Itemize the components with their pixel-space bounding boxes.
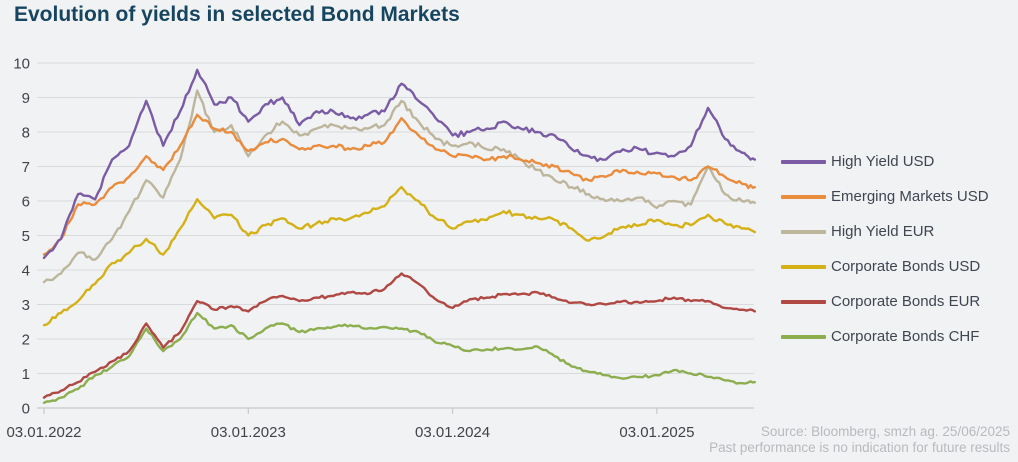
legend-swatch-high-yield-eur [781, 229, 826, 234]
legend-item-corporate-bonds-chf: Corporate Bonds CHF [781, 319, 989, 354]
legend-swatch-emerging-markets-usd [781, 194, 826, 199]
legend-label: Emerging Markets USD [831, 188, 989, 205]
y-axis-label-4: 4 [22, 263, 30, 280]
legend-label: Corporate Bonds CHF [831, 328, 980, 345]
y-axis-label-1: 1 [22, 366, 30, 383]
legend-label: High Yield USD [831, 153, 935, 170]
chart-footer: Source: Bloomberg, smzh ag. 25/06/2025 P… [709, 424, 1010, 456]
legend-swatch-corporate-bonds-chf [781, 334, 826, 339]
series-line-high-yield-usd [42, 68, 756, 260]
legend-item-high-yield-eur: High Yield EUR [781, 214, 989, 249]
disclaimer-note: Past performance is no indication for fu… [709, 440, 1010, 455]
legend-label: Corporate Bonds EUR [831, 293, 981, 310]
legend-item-emerging-markets-usd: Emerging Markets USD [781, 179, 989, 214]
y-axis-label-10: 10 [13, 56, 30, 73]
legend-swatch-corporate-bonds-usd [781, 264, 826, 269]
y-axis-label-6: 6 [22, 194, 30, 211]
y-axis-label-3: 3 [22, 297, 30, 314]
chart-legend: High Yield USD Emerging Markets USD High… [781, 144, 989, 354]
series-line-emerging-markets-usd [42, 113, 756, 256]
y-axis-label-7: 7 [22, 159, 30, 176]
source-note: Source: Bloomberg, smzh ag. 25/06/2025 [760, 424, 1010, 439]
x-axis-label-2: 03.01.2024 [415, 424, 490, 441]
chart-title: Evolution of yields in selected Bond Mar… [14, 3, 460, 26]
series-line-corporate-bonds-chf [42, 311, 756, 404]
y-axis-label-9: 9 [22, 90, 30, 107]
legend-label: Corporate Bonds USD [831, 258, 981, 275]
x-axis-label-3: 03.01.2025 [619, 424, 694, 441]
legend-item-corporate-bonds-eur: Corporate Bonds EUR [781, 284, 989, 319]
y-axis-label-5: 5 [22, 228, 30, 245]
legend-swatch-high-yield-usd [781, 159, 826, 164]
legend-label: High Yield EUR [831, 223, 935, 240]
y-axis-label-0: 0 [22, 401, 30, 418]
y-axis-label-8: 8 [22, 125, 30, 142]
legend-swatch-corporate-bonds-eur [781, 299, 826, 304]
y-axis-label-2: 2 [22, 332, 30, 349]
series-line-corporate-bonds-usd [42, 185, 756, 327]
series-line-corporate-bonds-eur [42, 272, 756, 399]
legend-item-high-yield-usd: High Yield USD [781, 144, 989, 179]
series-line-high-yield-eur [42, 89, 756, 284]
legend-item-corporate-bonds-usd: Corporate Bonds USD [781, 249, 989, 284]
x-axis-label-0: 03.01.2022 [6, 424, 81, 441]
x-axis-label-1: 03.01.2023 [211, 424, 286, 441]
